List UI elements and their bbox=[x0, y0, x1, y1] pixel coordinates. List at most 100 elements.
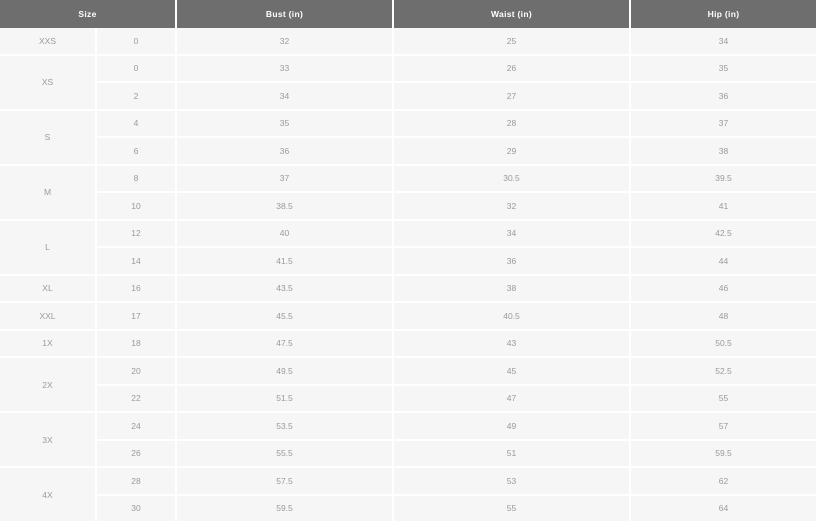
bust-measurement-cell: 45.5 bbox=[176, 302, 394, 331]
size-label-cell: XXL bbox=[0, 302, 97, 331]
hip-measurement-cell: 50.5 bbox=[630, 329, 816, 358]
hip-measurement-cell: 39.5 bbox=[630, 164, 816, 193]
table-row: 26 55.5 51 59.5 bbox=[0, 439, 816, 468]
bust-measurement-cell: 41.5 bbox=[176, 247, 394, 276]
numeric-size-cell: 0 bbox=[96, 28, 177, 56]
size-label-cell: XXS bbox=[0, 28, 97, 56]
bust-measurement-cell: 40 bbox=[176, 219, 394, 248]
table-row: 4X 28 57.5 53 62 bbox=[0, 467, 816, 523]
bust-measurement-cell: 43.5 bbox=[176, 274, 394, 303]
hip-measurement-cell: 57 bbox=[630, 412, 816, 441]
waist-measurement-cell: 53 bbox=[393, 467, 631, 496]
numeric-size-cell: 4 bbox=[96, 109, 177, 138]
waist-measurement-cell: 34 bbox=[393, 219, 631, 248]
bust-measurement-cell: 57.5 bbox=[176, 467, 394, 496]
waist-measurement-cell: 29 bbox=[393, 137, 631, 166]
table-body: XXS 0 32 25 34 XS 0 33 26 35 2 34 27 36 S 4 35 28 37 6 36 29 3… bbox=[0, 28, 816, 523]
table-row: M 8 37 30.5 39.5 bbox=[0, 164, 816, 221]
hip-measurement-cell: 34 bbox=[630, 28, 816, 56]
table-row: 3X 24 53.5 49 57 bbox=[0, 412, 816, 468]
numeric-size-cell: 16 bbox=[96, 274, 177, 303]
numeric-size-cell: 14 bbox=[96, 247, 177, 276]
numeric-size-cell: 6 bbox=[96, 137, 177, 166]
table-row: 1X 18 47.5 43 50.5 bbox=[0, 329, 816, 358]
waist-measurement-cell: 28 bbox=[393, 109, 631, 138]
column-header-waist-in: Waist (in) bbox=[393, 0, 631, 28]
bust-measurement-cell: 36 bbox=[176, 137, 394, 166]
table-row: 22 51.5 47 55 bbox=[0, 384, 816, 413]
bust-measurement-cell: 51.5 bbox=[176, 384, 394, 413]
hip-measurement-cell: 36 bbox=[630, 82, 816, 111]
size-label-cell: L bbox=[0, 219, 97, 276]
size-label-cell: M bbox=[0, 164, 97, 221]
hip-measurement-cell: 38 bbox=[630, 137, 816, 166]
hip-measurement-cell: 42.5 bbox=[630, 219, 816, 248]
waist-measurement-cell: 27 bbox=[393, 82, 631, 111]
bust-measurement-cell: 34 bbox=[176, 82, 394, 111]
numeric-size-cell: 22 bbox=[96, 384, 177, 413]
hip-measurement-cell: 41 bbox=[630, 192, 816, 221]
size-label-cell: 1X bbox=[0, 329, 97, 358]
bust-measurement-cell: 49.5 bbox=[176, 357, 394, 386]
column-header-bust-in: Bust (in) bbox=[176, 0, 394, 28]
waist-measurement-cell: 43 bbox=[393, 329, 631, 358]
table-row: 2X 20 49.5 45 52.5 bbox=[0, 357, 816, 413]
numeric-size-cell: 10 bbox=[96, 192, 177, 221]
size-label-cell: S bbox=[0, 109, 97, 166]
hip-measurement-cell: 62 bbox=[630, 467, 816, 496]
waist-measurement-cell: 40.5 bbox=[393, 302, 631, 331]
hip-measurement-cell: 55 bbox=[630, 384, 816, 413]
size-label-cell: XS bbox=[0, 54, 97, 111]
bust-measurement-cell: 47.5 bbox=[176, 329, 394, 358]
numeric-size-cell: 26 bbox=[96, 439, 177, 468]
numeric-size-cell: 24 bbox=[96, 412, 177, 441]
bust-measurement-cell: 32 bbox=[176, 28, 394, 56]
bust-measurement-cell: 35 bbox=[176, 109, 394, 138]
hip-measurement-cell: 52.5 bbox=[630, 357, 816, 386]
table-row: S 4 35 28 37 bbox=[0, 109, 816, 166]
waist-measurement-cell: 51 bbox=[393, 439, 631, 468]
column-header-size: Size bbox=[0, 0, 177, 28]
table-row: 30 59.5 55 64 bbox=[0, 494, 816, 523]
waist-measurement-cell: 49 bbox=[393, 412, 631, 441]
bust-measurement-cell: 38.5 bbox=[176, 192, 394, 221]
waist-measurement-cell: 30.5 bbox=[393, 164, 631, 193]
header-row: Size Bust (in) Waist (in) Hip (in) bbox=[0, 0, 816, 28]
size-label-cell: 2X bbox=[0, 357, 97, 413]
hip-measurement-cell: 48 bbox=[630, 302, 816, 331]
table-row: 14 41.5 36 44 bbox=[0, 247, 816, 276]
table-row: XS 0 33 26 35 bbox=[0, 54, 816, 111]
waist-measurement-cell: 47 bbox=[393, 384, 631, 413]
numeric-size-cell: 28 bbox=[96, 467, 177, 496]
bust-measurement-cell: 55.5 bbox=[176, 439, 394, 468]
bust-measurement-cell: 33 bbox=[176, 54, 394, 83]
bust-measurement-cell: 53.5 bbox=[176, 412, 394, 441]
size-label-cell: XL bbox=[0, 274, 97, 303]
table-row: 6 36 29 38 bbox=[0, 137, 816, 166]
table-row: 2 34 27 36 bbox=[0, 82, 816, 111]
size-label-cell: 3X bbox=[0, 412, 97, 468]
hip-measurement-cell: 59.5 bbox=[630, 439, 816, 468]
bust-measurement-cell: 59.5 bbox=[176, 494, 394, 523]
hip-measurement-cell: 35 bbox=[630, 54, 816, 83]
table-row: L 12 40 34 42.5 bbox=[0, 219, 816, 276]
numeric-size-cell: 18 bbox=[96, 329, 177, 358]
bust-measurement-cell: 37 bbox=[176, 164, 394, 193]
numeric-size-cell: 30 bbox=[96, 494, 177, 523]
table-row: XXS 0 32 25 34 bbox=[0, 28, 816, 56]
waist-measurement-cell: 25 bbox=[393, 28, 631, 56]
size-label-cell: 4X bbox=[0, 467, 97, 523]
waist-measurement-cell: 26 bbox=[393, 54, 631, 83]
waist-measurement-cell: 32 bbox=[393, 192, 631, 221]
table-row: XL 16 43.5 38 46 bbox=[0, 274, 816, 303]
numeric-size-cell: 17 bbox=[96, 302, 177, 331]
column-header-hip-in: Hip (in) bbox=[630, 0, 816, 28]
hip-measurement-cell: 46 bbox=[630, 274, 816, 303]
hip-measurement-cell: 64 bbox=[630, 494, 816, 523]
waist-measurement-cell: 45 bbox=[393, 357, 631, 386]
hip-measurement-cell: 44 bbox=[630, 247, 816, 276]
numeric-size-cell: 8 bbox=[96, 164, 177, 193]
waist-measurement-cell: 38 bbox=[393, 274, 631, 303]
waist-measurement-cell: 55 bbox=[393, 494, 631, 523]
